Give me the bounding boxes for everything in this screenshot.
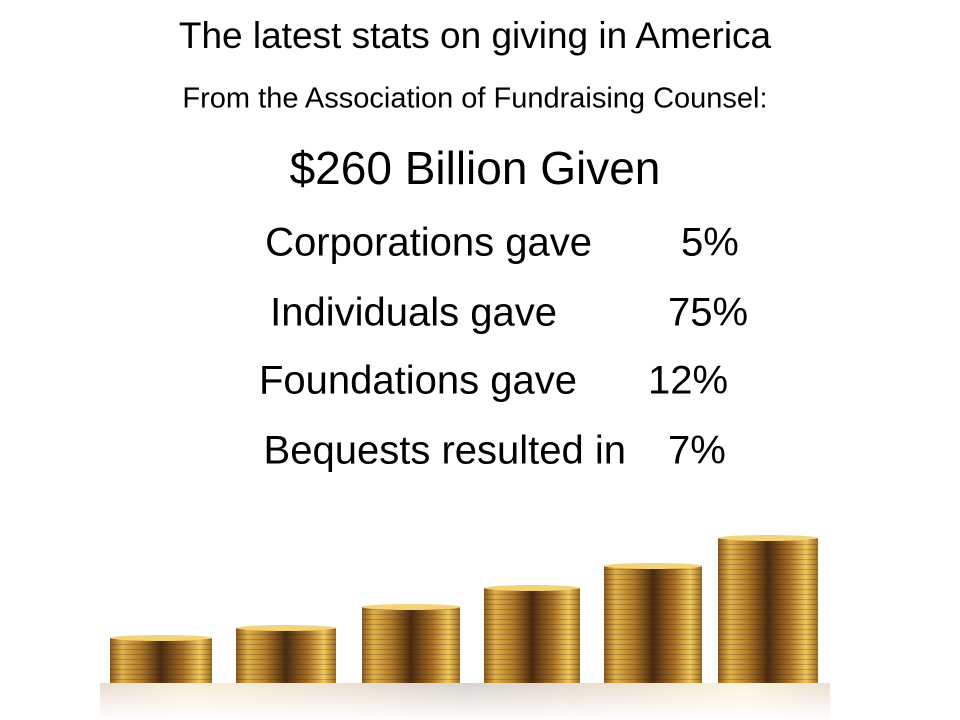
stat-value: 12% — [648, 359, 728, 403]
coin-stack — [718, 535, 818, 683]
reflection-fade — [100, 683, 830, 720]
title: The latest stats on giving in America — [179, 15, 772, 56]
stats: Corporations gave 5% Individuals gave 75% Fo… — [259, 221, 748, 473]
stat-label: Bequests resulted in — [264, 429, 626, 473]
subtitle: From the Association of Fundraising Coun… — [182, 83, 767, 115]
stat-label: Individuals gave — [270, 291, 557, 335]
coin-stack — [236, 625, 336, 683]
stat-value: 75% — [668, 291, 748, 335]
coin-stacks — [100, 535, 830, 720]
stat-value: 7% — [668, 429, 726, 473]
coin-stack — [362, 604, 460, 683]
coin-stack — [604, 563, 702, 683]
stat-label: Corporations gave — [265, 221, 592, 265]
stat-value: 5% — [681, 221, 739, 265]
coin-stack — [110, 635, 212, 683]
coin-stack — [484, 585, 580, 683]
headline: $260 Billion Given — [290, 142, 661, 194]
stat-label: Foundations gave — [259, 359, 577, 403]
